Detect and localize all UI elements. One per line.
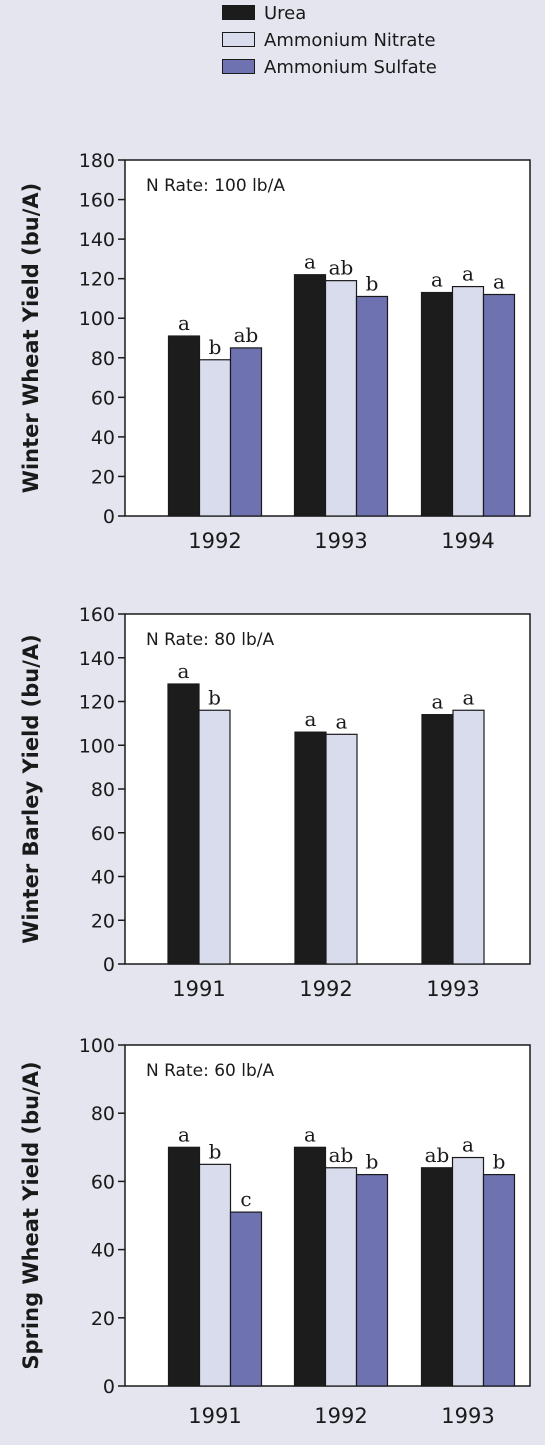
bar-urea-1994 [420,291,454,517]
significance-label: a [304,250,316,274]
y-tick-label: 40 [91,867,115,889]
y-tick-label: 120 [79,269,115,291]
winter-wheat-chart: 0 20 40 60 80 100 120 140 160 180 N Rate: 100 lb/A… [19,150,531,553]
y-tick-label: 120 [79,692,115,714]
bar-ammonium-nitrate-1991 [198,709,231,965]
significance-label: a [493,269,505,293]
legend-label-urea: Urea [264,3,307,24]
y-tick-label: 40 [91,1240,115,1262]
significance-label: ab [234,323,259,347]
significance-label: c [240,1187,251,1211]
significance-label: b [208,685,221,709]
significance-label: ab [425,1143,450,1167]
y-tick-label: 20 [91,1308,115,1330]
significance-label: a [432,690,444,714]
significance-label: a [462,262,474,286]
y-tick-label: 140 [79,648,115,670]
significance-label: a [431,268,443,292]
x-tick-label-1991: 1991 [188,1404,241,1428]
legend-label-ammonium-sulfate: Ammonium Sulfate [264,57,437,78]
y-tick-label: 0 [103,954,115,976]
x-tick-label-1993: 1993 [314,529,367,553]
x-tick-label-1992: 1992 [299,977,352,1001]
bar-ammonium-sulfate-1993 [482,1173,516,1387]
y-tick-label: 80 [91,1103,115,1125]
x-tick-label-1992: 1992 [314,1404,367,1428]
y-tick-label: 20 [91,910,115,932]
x-tick-label-1993: 1993 [426,977,479,1001]
y-axis-label: Winter Barley Yield (bu/A) [19,634,43,944]
significance-label: a [178,311,190,335]
significance-label: a [336,709,348,733]
significance-label: a [305,707,317,731]
bar-ammonium-nitrate-1992 [198,359,232,517]
significance-label: a [304,1122,316,1146]
significance-label: b [493,1150,506,1174]
y-tick-label: 160 [79,190,115,212]
y-tick-label: 0 [103,506,115,528]
legend-swatch-urea [222,5,255,20]
y-tick-label: 60 [91,387,115,409]
significance-label: a [178,1122,190,1146]
n-rate-label: N Rate: 80 lb/A [146,630,275,650]
x-tick-label-1992: 1992 [188,529,241,553]
bar-ammonium-nitrate-1992 [324,1167,358,1387]
y-tick-label: 80 [91,348,115,370]
y-axis-label: Spring Wheat Yield (bu/A) [19,1061,43,1369]
y-tick-label: 60 [91,1171,115,1193]
significance-label: ab [329,1143,354,1167]
bar-ammonium-sulfate-1992 [229,347,263,517]
bar-urea-1992 [293,1146,327,1387]
y-tick-label: 40 [91,427,115,449]
bar-ammonium-sulfate-1992 [355,1173,389,1387]
y-tick-label: 100 [79,308,115,330]
significance-label: b [366,271,379,295]
significance-label: b [366,1150,379,1174]
bar-ammonium-sulfate-1993 [355,295,389,517]
legend-swatch-ammonium-sulfate [222,59,255,74]
y-tick-label: 140 [79,229,115,251]
bar-urea-1991 [167,1146,201,1387]
bar-urea-1993 [421,714,454,965]
significance-label: a [178,659,190,683]
bar-ammonium-nitrate-1994 [451,285,485,517]
y-axis-label: Winter Wheat Yield (bu/A) [19,183,43,493]
bar-urea-1991 [167,683,200,965]
bar-ammonium-nitrate-1993 [452,709,485,965]
x-tick-label-1994: 1994 [441,529,494,553]
significance-label: ab [329,256,354,280]
significance-label: a [462,1133,474,1157]
y-tick-label: 20 [91,466,115,488]
y-tick-label: 0 [103,1376,115,1398]
x-tick-label-1993: 1993 [441,1404,494,1428]
n-rate-label: N Rate: 100 lb/A [146,176,285,196]
bar-ammonium-sulfate-1994 [482,293,516,517]
n-rate-label: N Rate: 60 lb/A [146,1061,275,1081]
winter-barley-chart: 0 20 40 60 80 100 120 140 160 N Rate: 80 lb/A Wint… [19,604,531,1001]
y-tick-label: 100 [79,735,115,757]
y-tick-label: 160 [79,604,115,626]
y-tick-label: 180 [79,150,115,172]
bar-urea-1992 [167,335,201,517]
y-tick-label: 60 [91,823,115,845]
bar-ammonium-nitrate-1991 [198,1163,232,1387]
legend-label-ammonium-nitrate: Ammonium Nitrate [264,30,436,51]
bar-urea-1992 [294,731,327,965]
y-tick-label: 80 [91,779,115,801]
significance-label: a [463,685,475,709]
bar-ammonium-nitrate-1993 [324,280,358,517]
significance-label: b [209,1139,222,1163]
spring-wheat-chart: 0 20 40 60 80 100 N Rate: 60 lb/A Spring Wheat … [19,1035,531,1428]
bar-ammonium-nitrate-1993 [451,1156,485,1387]
y-tick-label: 100 [79,1035,115,1057]
bar-ammonium-sulfate-1991 [229,1211,263,1387]
bar-urea-1993 [420,1167,454,1387]
x-tick-label-1991: 1991 [172,977,225,1001]
bar-urea-1993 [293,274,327,517]
legend-swatch-ammonium-nitrate [222,32,255,47]
significance-label: b [209,335,222,359]
bar-ammonium-nitrate-1992 [325,733,358,965]
